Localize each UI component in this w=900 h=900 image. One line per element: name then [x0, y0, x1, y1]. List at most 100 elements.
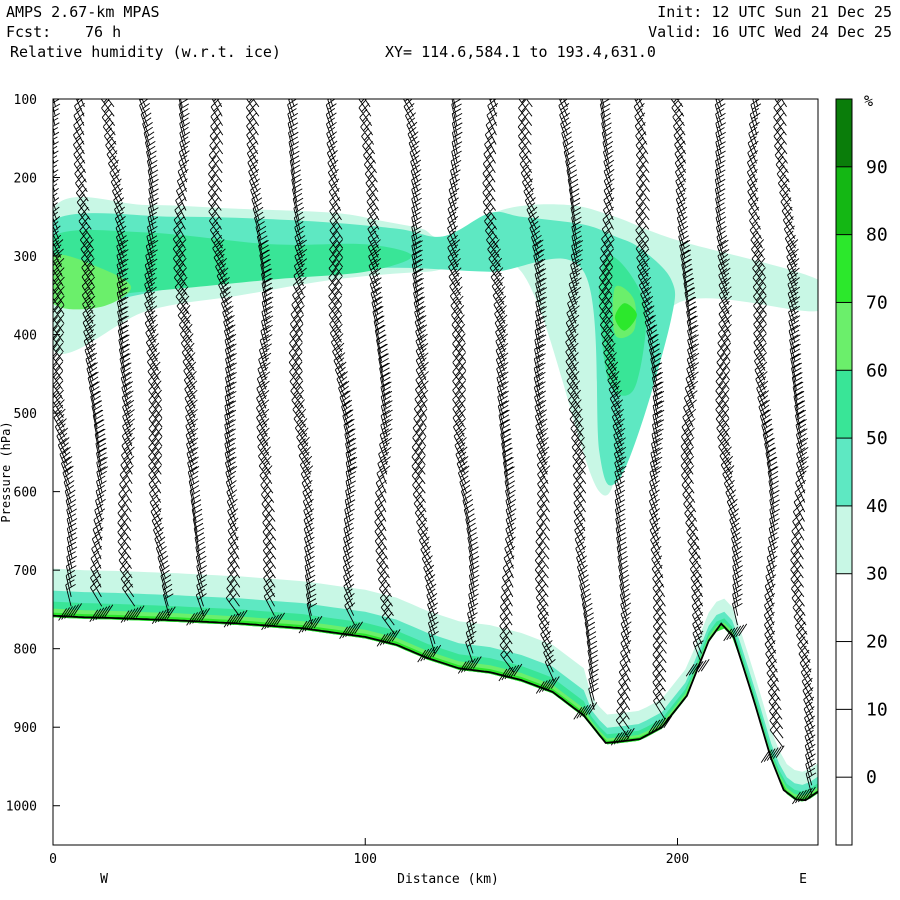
wind-profile-12: [482, 99, 523, 682]
colorbar-segment-5: [836, 438, 852, 506]
xy-range: XY= 114.6,584.1 to 193.4,631.0: [385, 43, 656, 61]
wind-profile-2: [100, 99, 145, 623]
wind-profile-14: [558, 99, 599, 720]
y-tick-label-500: 500: [14, 407, 37, 422]
colorbar-unit: %: [864, 92, 873, 110]
wind-barbs: [482, 99, 523, 682]
wind-barbs: [207, 99, 248, 628]
rh-region-50-60-0: [53, 230, 413, 300]
rh-region-70-80-0: [615, 303, 637, 331]
forecast-value: 76 h: [85, 23, 122, 41]
terrain-surface-line: [53, 614, 818, 802]
colorbar-segment-9: [836, 166, 852, 235]
init-time: Init: 12 UTC Sun 21 Dec 25: [657, 3, 892, 21]
colorbar-label-20: 20: [866, 632, 888, 653]
wind-barbs: [402, 99, 442, 663]
colorbar-label-0: 0: [866, 767, 877, 788]
wind-profile-16: [633, 99, 673, 734]
colorbar-segment-4: [836, 505, 852, 574]
y-tick-label-900: 900: [14, 721, 37, 736]
colorbar-label-30: 30: [866, 564, 888, 585]
terrain-layer: [53, 614, 818, 802]
wind-barbs: [558, 99, 599, 720]
colorbar-segment-0: [836, 777, 852, 845]
x-axis-label: Distance (km): [397, 872, 499, 887]
rh-surface-band-0: [53, 568, 818, 802]
colorbar-label-70: 70: [866, 292, 888, 313]
colorbar-label-60: 60: [866, 360, 888, 381]
rh-region-60-70-0: [53, 254, 132, 310]
colorbar-label-50: 50: [866, 428, 888, 449]
colorbar-segment-1: [836, 709, 852, 778]
wind-barbs: [287, 99, 323, 634]
colorbar-segment-2: [836, 641, 852, 710]
wind-barbs: [517, 99, 560, 694]
wind-profile-17: [670, 99, 710, 677]
wind-profile-4: [172, 99, 210, 626]
wind-profile-5: [207, 99, 248, 628]
wind-barbs: [598, 99, 635, 746]
y-tick-label-1000: 1000: [6, 800, 37, 815]
wind-profile-6: [245, 99, 285, 631]
y-tick-label-700: 700: [14, 564, 37, 579]
wind-barbs: [100, 99, 145, 623]
wind-barbs: [325, 99, 363, 639]
wind-barbs: [138, 99, 176, 625]
field-title: Relative humidity (w.r.t. ice): [10, 43, 281, 61]
forecast-label: Fcst:: [6, 23, 52, 41]
valid-time: Valid: 16 UTC Wed 24 Dec 25: [648, 23, 892, 41]
x-tick-label-0: 0: [49, 852, 57, 867]
colorbar-label-40: 40: [866, 496, 888, 517]
x-tick-label-100: 100: [354, 852, 377, 867]
wind-barbs: [447, 99, 482, 674]
colorbar: 0 10 20 30 40 50 60 70 80 90: [835, 98, 888, 846]
colorbar-label-90: 90: [866, 157, 888, 178]
west-label: W: [100, 872, 108, 887]
wind-barbs: [358, 99, 401, 647]
wind-barbs: [746, 99, 785, 763]
model-title: AMPS 2.67-km MPAS: [6, 3, 160, 21]
wind-barbs: [670, 99, 710, 677]
wind-profile-0: [53, 99, 82, 621]
east-label: E: [799, 872, 807, 887]
wind-profile-9: [358, 99, 401, 647]
y-axis-label: Pressure (hPa): [0, 421, 13, 522]
wind-barbs: [53, 99, 82, 621]
colorbar-segment-7: [836, 302, 852, 371]
wind-profile-7: [287, 99, 323, 634]
colorbar-label-80: 80: [866, 225, 888, 246]
wind-profile-19: [746, 99, 785, 763]
wind-profile-10: [402, 99, 442, 663]
wind-barbs: [773, 99, 817, 805]
wind-barbs: [172, 99, 210, 626]
wind-profile-13: [517, 99, 560, 694]
colorbar-frame: [835, 98, 853, 846]
y-tick-label-200: 200: [14, 172, 37, 187]
colorbar-label-10: 10: [866, 699, 888, 720]
y-tick-label-100: 100: [14, 93, 37, 108]
plot-frame: [52, 98, 819, 846]
wind-profile-15: [598, 99, 635, 746]
rh-fill-layer: [53, 197, 818, 802]
colorbar-segment-10: [836, 99, 852, 167]
wind-barbs: [73, 99, 114, 622]
wind-barb-layer: [53, 99, 817, 805]
wind-profile-3: [138, 99, 176, 625]
y-tick-label-800: 800: [14, 643, 37, 658]
wind-profile-1: [73, 99, 114, 622]
wind-barbs: [633, 99, 673, 734]
x-tick-label-200: 200: [666, 852, 689, 867]
wind-barbs: [714, 99, 748, 642]
wind-profile-11: [447, 99, 482, 674]
wind-profile-20: [773, 99, 817, 805]
colorbar-segment-3: [836, 573, 852, 642]
y-tick-label-300: 300: [14, 250, 37, 265]
axes-layer: 100 200 300 400 500 600 700 800 900 1000 0 100 200: [6, 93, 690, 867]
colorbar-segment-6: [836, 370, 852, 439]
wind-profile-8: [325, 99, 363, 639]
y-tick-label-400: 400: [14, 329, 37, 344]
wind-profile-18: [714, 99, 748, 642]
wind-barbs: [245, 99, 285, 631]
y-tick-label-600: 600: [14, 486, 37, 501]
